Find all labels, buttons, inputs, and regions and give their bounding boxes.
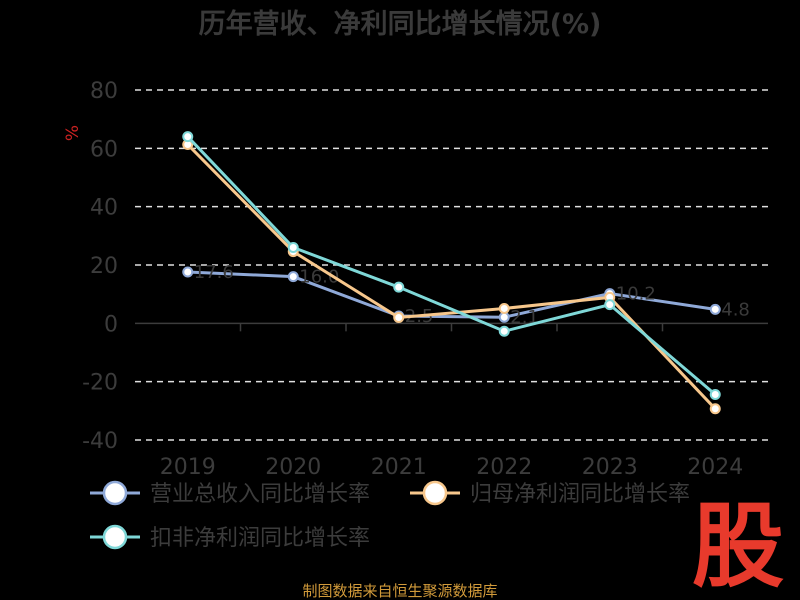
data-point [709,303,721,315]
series-line [187,270,716,319]
data-label: 4.8 [721,299,750,320]
legend-item-1: 营业总收入同比增长率 [90,480,370,507]
chart-title: 历年营收、净利同比增长情况(%) [199,8,602,40]
y-tick-label: 40 [90,196,118,221]
data-point [604,299,616,311]
brand-logo: 股 [692,493,784,600]
series-3 [182,131,721,400]
data-label: 16.0 [299,267,339,288]
data-point [182,266,194,278]
data-point [393,281,405,293]
data-point [498,302,510,314]
y-axis-unit: % [63,125,83,141]
x-tick-label: 2023 [582,455,638,480]
y-tick-label: 60 [90,137,118,162]
data-point [709,403,721,415]
data-point [709,389,721,400]
data-point [287,271,299,283]
legend-marker [102,524,128,550]
legend-label: 营业总收入同比增长率 [150,482,370,507]
y-tick-label: 0 [104,312,118,337]
y-tick-label: -40 [82,429,118,454]
series-line [186,135,717,396]
data-label: 17.6 [194,262,234,283]
legend-item-2: 归母净利润同比增长率 [410,480,690,507]
y-tick-label: 80 [90,79,118,104]
data-point [182,131,194,143]
legend-marker [422,480,448,506]
data-point [287,242,299,253]
x-axis: 2019 2020 2021 2022 2023 2024 [160,323,743,480]
series-1: 17.6 16.02.5 2.110.24.8 [182,262,750,328]
data-point [393,312,405,323]
data-point [498,325,510,337]
data-label: 10.2 [616,284,656,305]
y-axis-ticks: 80 60 40 20 0 -20 -40 [82,79,118,454]
x-tick-label: 2020 [265,455,321,480]
x-tick-label: 2021 [371,455,427,480]
data-point [498,311,510,323]
x-tick-label: 2022 [476,455,532,480]
series-line [186,143,717,410]
legend-label: 归母净利润同比增长率 [470,482,690,507]
legend-item-3: 扣非净利润同比增长率 [90,524,370,551]
data-source-note: 制图数据来自恒生聚源数据库 [302,582,497,600]
x-tick-label: 2019 [160,455,216,480]
y-tick-label: -20 [82,371,118,396]
series-layer: 17.6 16.02.5 2.110.24.8 [182,131,750,415]
x-tick-label: 2024 [687,455,743,480]
legend-marker [102,480,128,506]
legend-label: 扣非净利润同比增长率 [150,526,370,551]
y-tick-label: 20 [90,254,118,279]
